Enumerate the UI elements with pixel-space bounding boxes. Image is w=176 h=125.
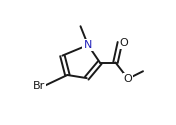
Text: O: O bbox=[120, 38, 129, 48]
Text: Br: Br bbox=[33, 81, 45, 91]
Text: O: O bbox=[124, 74, 132, 84]
Text: N: N bbox=[84, 40, 92, 50]
